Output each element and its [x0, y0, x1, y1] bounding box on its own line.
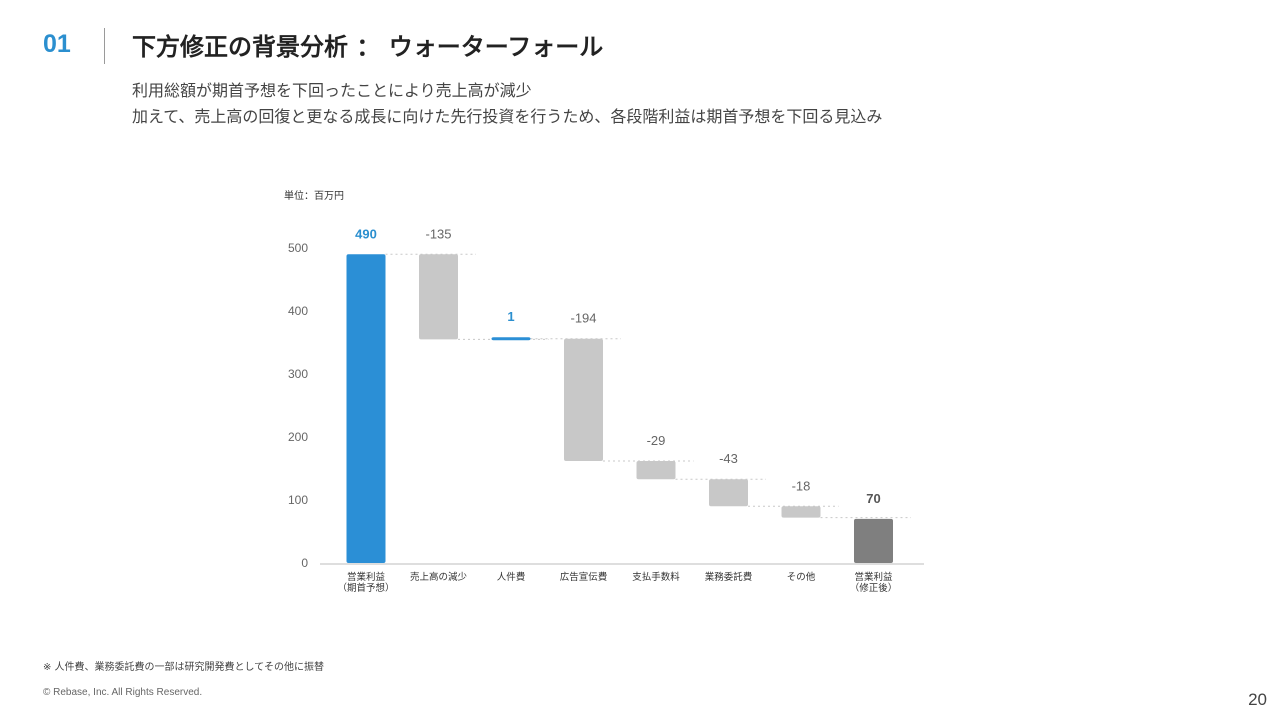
- bar-value-label: -194: [570, 311, 596, 326]
- y-tick-label: 300: [288, 367, 308, 381]
- x-category-label: 広告宣伝費: [560, 571, 608, 583]
- bar-value-label: 70: [866, 491, 880, 506]
- subtitle-line-1: 利用総額が期首予想を下回ったことにより売上高が減少: [132, 81, 532, 100]
- copyright: © Rebase, Inc. All Rights Reserved.: [43, 687, 203, 698]
- x-category-label: 人件費: [497, 571, 526, 583]
- x-category-label: （期首予想）: [337, 582, 394, 594]
- x-category-label: （修正後）: [850, 582, 898, 594]
- bar-value-label: -18: [792, 478, 811, 493]
- subtitle: 利用総額が期首予想を下回ったことにより売上高が減少 加えて、売上高の回復と更なる…: [132, 78, 882, 130]
- bar-value-label: -43: [719, 451, 738, 466]
- waterfall-bar: [564, 338, 603, 461]
- page-number: 20: [1248, 690, 1267, 709]
- section-number: 01: [43, 30, 71, 58]
- chart-unit-label: 単位：百万円: [284, 189, 344, 202]
- subtitle-line-2: 加えて、売上高の回復と更なる成長に向けた先行投資を行うため、各段階利益は期首予想…: [132, 107, 883, 126]
- waterfall-bar: [491, 337, 531, 341]
- x-category-label: その他: [787, 571, 816, 583]
- waterfall-bar: [346, 254, 386, 564]
- waterfall-bar: [854, 518, 893, 563]
- x-category-label: 業務委託費: [705, 571, 753, 583]
- y-tick-label: 200: [288, 430, 308, 444]
- y-tick-label: 500: [288, 241, 308, 255]
- waterfall-bar: [781, 506, 821, 518]
- bar-value-label: 490: [355, 226, 377, 241]
- x-category-label: 支払手数料: [632, 571, 680, 583]
- bar-value-label: -29: [647, 433, 666, 448]
- y-tick-label: 0: [301, 556, 308, 570]
- x-category-label: 営業利益: [854, 571, 893, 583]
- page-title: 下方修正の背景分析 ： ウォーターフォール: [132, 33, 604, 61]
- header-divider: [104, 28, 105, 64]
- waterfall-bar: [709, 479, 748, 507]
- waterfall-bar: [419, 254, 458, 340]
- bar-value-label: 1: [507, 309, 514, 324]
- bar-value-label: -135: [425, 226, 451, 241]
- waterfall-bar: [636, 460, 676, 480]
- x-category-label: 売上高の減少: [410, 571, 468, 583]
- y-tick-label: 400: [288, 304, 308, 318]
- footnote: ※ 人件費、業務委託費の一部は研究開発費としてその他に振替: [43, 662, 324, 673]
- y-tick-label: 100: [288, 493, 308, 507]
- x-category-label: 営業利益: [347, 571, 386, 583]
